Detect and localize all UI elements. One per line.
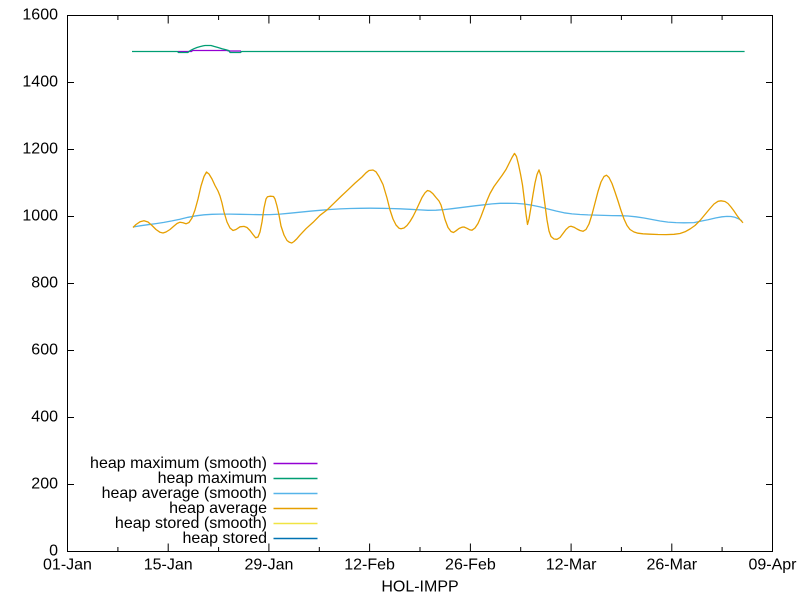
svg-text:1200: 1200 — [22, 141, 58, 158]
svg-text:1600: 1600 — [22, 7, 58, 24]
svg-text:heap maximum: heap maximum — [158, 470, 267, 487]
svg-text:400: 400 — [31, 409, 58, 426]
svg-text:1400: 1400 — [22, 74, 58, 91]
svg-text:0: 0 — [49, 543, 58, 560]
svg-text:12-Feb: 12-Feb — [344, 556, 395, 573]
svg-text:1000: 1000 — [22, 208, 58, 225]
svg-text:heap stored: heap stored — [182, 530, 267, 547]
svg-text:15-Jan: 15-Jan — [144, 556, 193, 573]
svg-text:heap average (smooth): heap average (smooth) — [102, 485, 267, 502]
svg-text:12-Mar: 12-Mar — [546, 556, 597, 573]
svg-text:600: 600 — [31, 342, 58, 359]
svg-text:09-Apr: 09-Apr — [748, 556, 797, 573]
svg-text:29-Jan: 29-Jan — [244, 556, 293, 573]
svg-text:heap average: heap average — [169, 500, 267, 517]
svg-text:800: 800 — [31, 275, 58, 292]
svg-text:01-Jan: 01-Jan — [43, 556, 92, 573]
svg-text:26-Feb: 26-Feb — [445, 556, 496, 573]
svg-text:HOL-IMPP: HOL-IMPP — [381, 579, 458, 596]
svg-text:heap stored (smooth): heap stored (smooth) — [115, 515, 267, 532]
svg-text:200: 200 — [31, 476, 58, 493]
svg-text:heap maximum (smooth): heap maximum (smooth) — [90, 455, 267, 472]
svg-text:26-Mar: 26-Mar — [646, 556, 697, 573]
